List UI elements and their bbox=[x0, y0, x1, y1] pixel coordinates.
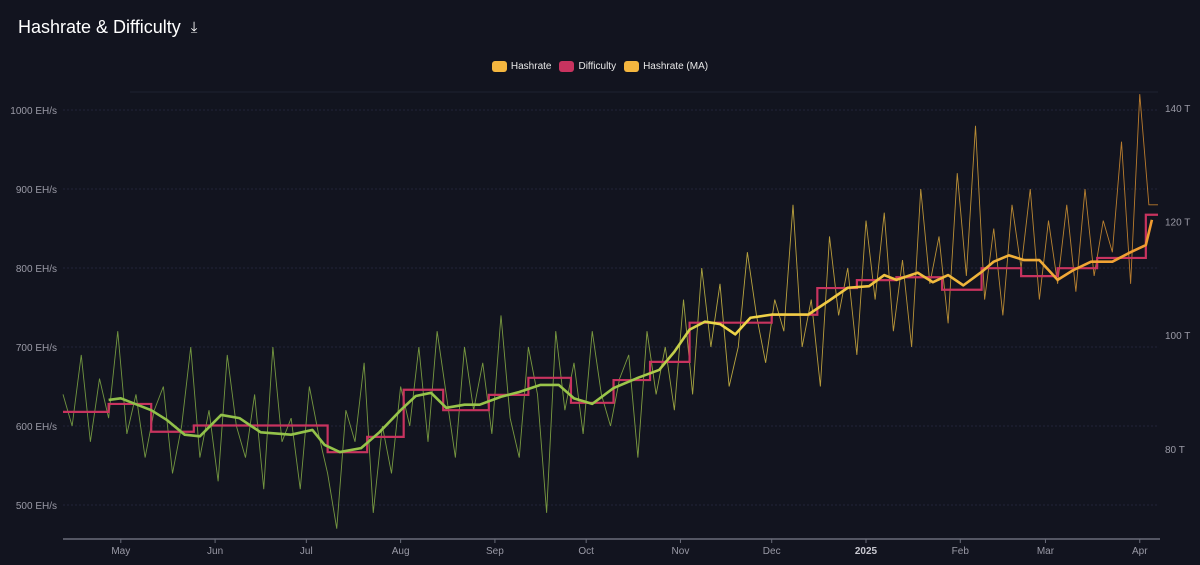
x-tick-label: Feb bbox=[952, 546, 970, 557]
x-tick-label: Oct bbox=[578, 546, 594, 557]
legend-swatch-hashrate bbox=[491, 61, 507, 72]
x-tick-label: Sep bbox=[486, 546, 504, 557]
x-tick-label: Dec bbox=[763, 546, 781, 557]
legend-item-hashrate-ma[interactable]: Hashrate (MA) bbox=[624, 61, 708, 72]
legend-label: Hashrate (MA) bbox=[643, 61, 709, 72]
y-left-tick-label: 1000 EH/s bbox=[10, 106, 57, 117]
legend-item-difficulty[interactable]: Difficulty bbox=[559, 61, 616, 72]
legend-label: Hashrate bbox=[510, 61, 552, 72]
y-right-tick-label: 80 T bbox=[1165, 445, 1185, 456]
x-tick-label: 2025 bbox=[855, 546, 878, 557]
y-right-tick-label: 140 T bbox=[1165, 104, 1190, 115]
chart-title-bar: Hashrate & Difficulty ⤓ bbox=[18, 17, 197, 38]
download-icon[interactable]: ⤓ bbox=[190, 19, 198, 36]
x-tick-label: Nov bbox=[672, 546, 690, 557]
legend-item-hashrate[interactable]: Hashrate bbox=[491, 61, 552, 72]
y-right-tick-label: 120 T bbox=[1165, 218, 1190, 229]
legend-swatch-difficulty bbox=[559, 61, 575, 72]
hashrate-ma-line bbox=[108, 219, 1154, 454]
legend: Hashrate Difficulty Hashrate (MA) bbox=[0, 61, 1200, 72]
y-right-tick-label: 100 T bbox=[1165, 331, 1190, 342]
y-left-tick-label: 600 EH/s bbox=[16, 422, 57, 433]
y-left-tick-label: 700 EH/s bbox=[16, 343, 57, 354]
x-tick-label: Jul bbox=[300, 546, 313, 557]
x-tick-label: Mar bbox=[1037, 546, 1055, 557]
legend-swatch-hashrate-ma bbox=[624, 61, 640, 72]
x-tick-label: May bbox=[111, 546, 130, 557]
chart-title: Hashrate & Difficulty bbox=[18, 17, 181, 37]
x-tick-label: Apr bbox=[1132, 546, 1148, 557]
x-tick-label: Aug bbox=[392, 546, 410, 557]
x-tick-label: Jun bbox=[207, 546, 223, 557]
y-left-tick-label: 800 EH/s bbox=[16, 264, 57, 275]
hashrate-line bbox=[62, 94, 1158, 529]
y-left-tick-label: 500 EH/s bbox=[16, 501, 57, 512]
legend-label: Difficulty bbox=[578, 61, 617, 72]
y-left-tick-label: 900 EH/s bbox=[16, 185, 57, 196]
